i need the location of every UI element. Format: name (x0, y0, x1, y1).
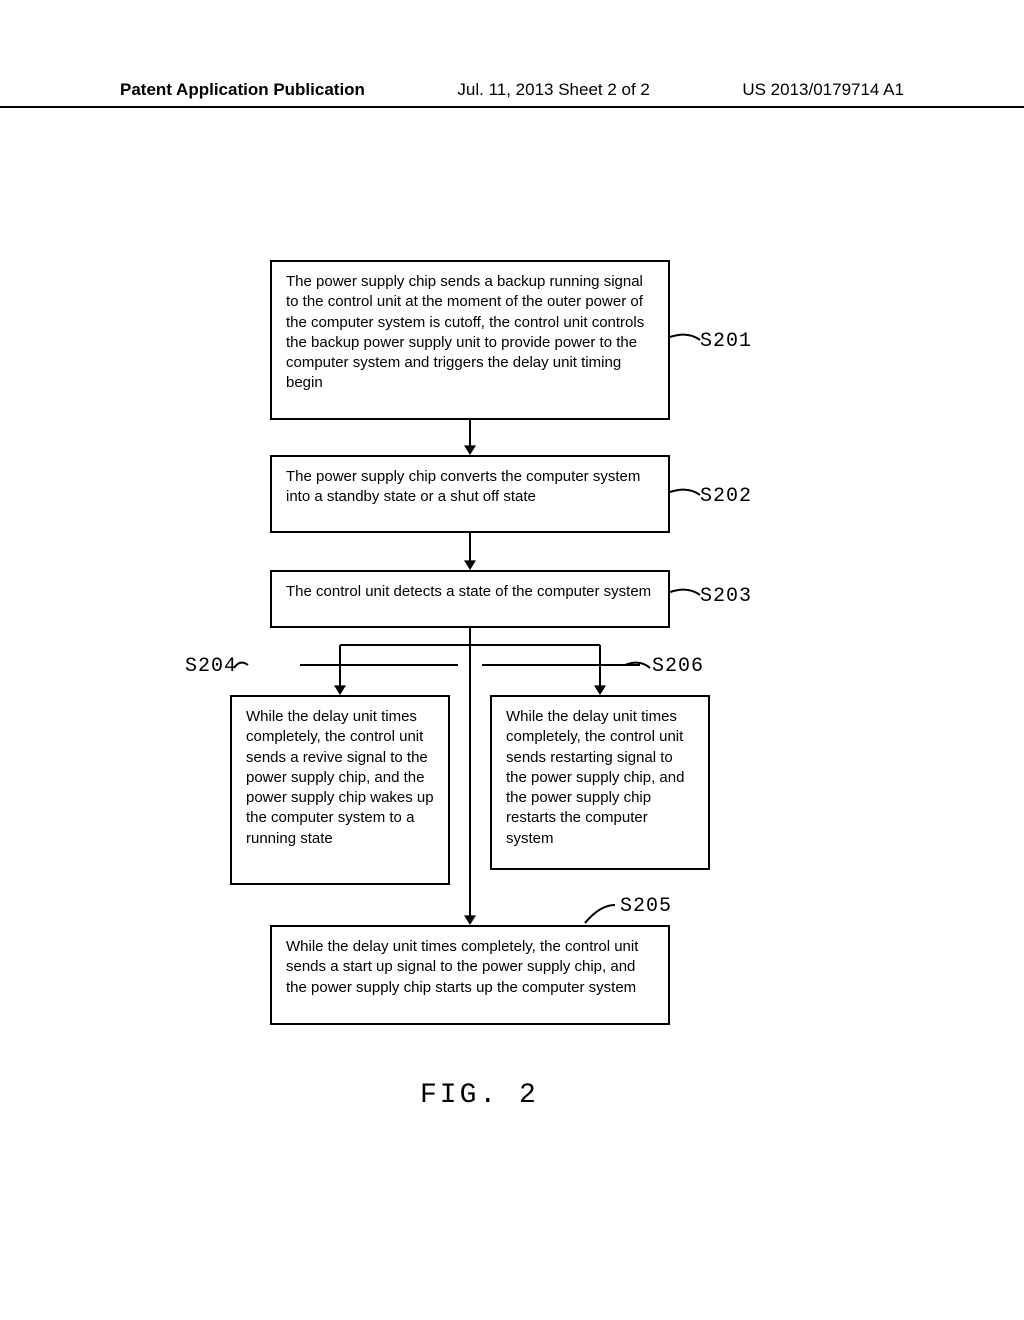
flow-box-s205: While the delay unit times completely, t… (270, 925, 670, 1025)
connectors-svg (0, 0, 1024, 1320)
step-label-s202: S202 (700, 485, 752, 508)
header-left: Patent Application Publication (120, 80, 365, 100)
step-label-s206: S206 (652, 655, 704, 678)
page: Patent Application Publication Jul. 11, … (0, 0, 1024, 1320)
flow-box-s204: While the delay unit times completely, t… (230, 695, 450, 885)
page-header: Patent Application Publication Jul. 11, … (0, 80, 1024, 108)
flow-box-s202: The power supply chip converts the compu… (270, 455, 670, 533)
step-label-s203: S203 (700, 585, 752, 608)
flow-box-s201: The power supply chip sends a backup run… (270, 260, 670, 420)
figure-label: FIG. 2 (420, 1080, 539, 1111)
header-right: US 2013/0179714 A1 (742, 80, 904, 100)
flow-box-s203: The control unit detects a state of the … (270, 570, 670, 628)
step-label-s204: S204 (185, 655, 237, 678)
flow-box-s206: While the delay unit times completely, t… (490, 695, 710, 870)
step-label-s201: S201 (700, 330, 752, 353)
header-center: Jul. 11, 2013 Sheet 2 of 2 (457, 80, 650, 100)
header-row: Patent Application Publication Jul. 11, … (0, 80, 1024, 100)
step-label-s205: S205 (620, 895, 672, 918)
